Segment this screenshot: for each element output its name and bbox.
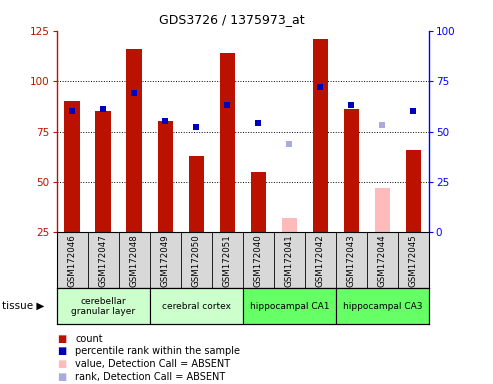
Bar <box>344 109 359 232</box>
Bar <box>406 150 421 232</box>
Text: ■: ■ <box>57 359 66 369</box>
Text: GSM172042: GSM172042 <box>316 234 325 287</box>
Bar <box>157 121 173 232</box>
Bar <box>96 111 111 232</box>
Text: GSM172050: GSM172050 <box>192 234 201 287</box>
Text: tissue ▶: tissue ▶ <box>2 301 45 311</box>
Bar <box>57 288 150 324</box>
Text: ■: ■ <box>57 334 66 344</box>
Text: count: count <box>75 334 103 344</box>
Text: GSM172051: GSM172051 <box>223 234 232 287</box>
Bar <box>150 288 243 324</box>
Text: GSM172043: GSM172043 <box>347 234 356 287</box>
Text: GSM172040: GSM172040 <box>254 234 263 287</box>
Text: ■: ■ <box>57 346 66 356</box>
Text: GDS3726 / 1375973_at: GDS3726 / 1375973_at <box>159 13 305 26</box>
Bar <box>219 53 235 232</box>
Text: GSM172047: GSM172047 <box>99 234 108 287</box>
Text: GSM172046: GSM172046 <box>68 234 77 287</box>
Text: cerebral cortex: cerebral cortex <box>162 302 231 311</box>
Bar <box>243 288 336 324</box>
Bar <box>313 39 328 232</box>
Text: value, Detection Call = ABSENT: value, Detection Call = ABSENT <box>75 359 231 369</box>
Text: GSM172044: GSM172044 <box>378 234 387 287</box>
Bar <box>188 156 204 232</box>
Text: ■: ■ <box>57 372 66 382</box>
Text: GSM172049: GSM172049 <box>161 234 170 286</box>
Bar <box>127 49 142 232</box>
Text: cerebellar
granular layer: cerebellar granular layer <box>71 296 135 316</box>
Bar <box>282 218 297 232</box>
Bar <box>336 288 429 324</box>
Bar <box>250 172 266 232</box>
Text: hippocampal CA3: hippocampal CA3 <box>343 302 422 311</box>
Text: GSM172041: GSM172041 <box>285 234 294 287</box>
Text: GSM172045: GSM172045 <box>409 234 418 287</box>
Text: GSM172048: GSM172048 <box>130 234 139 287</box>
Bar <box>375 188 390 232</box>
Text: hippocampal CA1: hippocampal CA1 <box>249 302 329 311</box>
Text: percentile rank within the sample: percentile rank within the sample <box>75 346 241 356</box>
Text: rank, Detection Call = ABSENT: rank, Detection Call = ABSENT <box>75 372 226 382</box>
Bar <box>65 101 80 232</box>
